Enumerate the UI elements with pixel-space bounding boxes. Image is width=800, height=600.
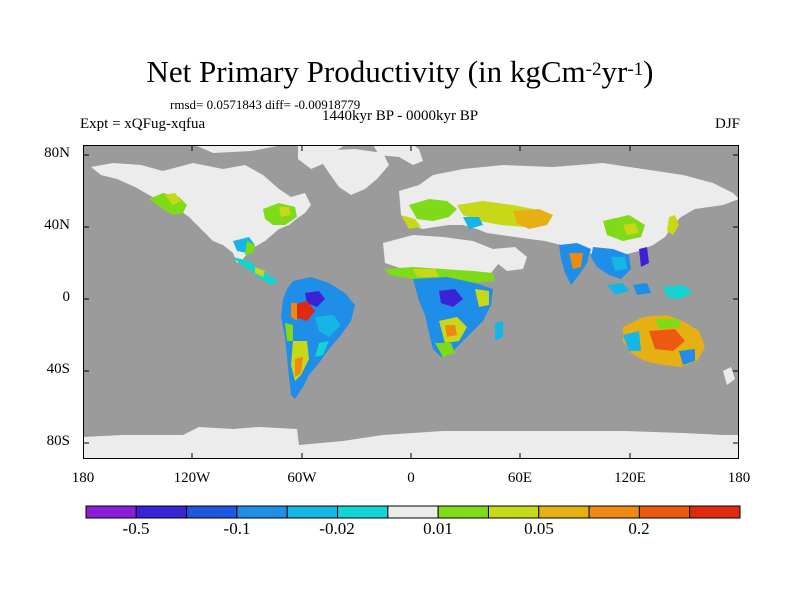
new-zealand (723, 367, 735, 385)
east-asia-yellow (623, 223, 639, 235)
sa-west-green (285, 323, 293, 341)
na-west-yellow (165, 193, 181, 205)
colorbar-swatch (588, 505, 640, 519)
map-title: Net Primary Productivity (in kgCm-2yr-1) (146, 54, 654, 89)
arabia (493, 247, 527, 271)
europe-yellow (401, 215, 421, 229)
colorbar-label: -0.1 (223, 519, 251, 538)
sa-amazon-dark (305, 291, 325, 307)
season-label: DJF (714, 116, 740, 132)
x-tick-label: 60W (287, 470, 317, 486)
colorbar-swatch (538, 505, 590, 519)
europe-green (409, 199, 457, 221)
y-tick-label: 0 (62, 289, 71, 305)
colorbar-label: 0.01 (423, 519, 453, 538)
central-asia-orange (513, 209, 553, 229)
colorbar-swatch (337, 505, 389, 519)
australia-red (649, 329, 685, 351)
x-tick-label: 180 (71, 470, 95, 486)
sa-amazon-red (293, 301, 315, 321)
x-tick-label: 0 (407, 470, 415, 486)
sa-cyan-band (315, 315, 341, 337)
colorbar (85, 505, 741, 519)
greenland (315, 149, 389, 195)
sa-amazon-orange (291, 303, 297, 321)
y-tick-label: 80S (46, 433, 70, 449)
colorbar-swatch (437, 505, 489, 519)
y-tick-label: 80N (44, 145, 70, 161)
japan (667, 215, 679, 235)
central-america-yellow (255, 267, 265, 277)
africa-congo-dark (439, 289, 463, 307)
experiment-label: Expt = xQFug-xqfua (80, 116, 206, 132)
australia-west-cyan (623, 331, 641, 351)
indonesia-2 (633, 283, 651, 295)
colorbar-label: -0.02 (319, 519, 355, 538)
colorbar-swatch (135, 505, 188, 519)
indonesia-1 (607, 283, 629, 295)
y-tick-label: 40S (46, 361, 70, 377)
africa-central (413, 277, 493, 357)
rmsd-diff-stats: rmsd= 0.0571843 diff= -0.00918779 (170, 97, 361, 112)
colorbar-swatch (286, 505, 339, 519)
y-tick-label: 40N (44, 217, 70, 233)
x-tick-label: 120E (614, 470, 646, 486)
madagascar (495, 321, 503, 341)
philippines (639, 247, 649, 267)
arctic-islands (195, 145, 423, 169)
colorbar-swatch (487, 505, 540, 519)
africa-sahel-yellow (413, 269, 439, 277)
east-asia-green (603, 215, 645, 241)
asia-cyan-band (463, 217, 483, 229)
colorbar-swatch (85, 505, 137, 519)
africa-east-yellow (475, 289, 489, 307)
india-orange (569, 253, 583, 269)
x-tick-label: 60E (507, 470, 533, 486)
colorbar-swatch (689, 505, 741, 519)
eurasia (399, 163, 739, 257)
africa-cape-green (435, 343, 455, 357)
australia-north-green (655, 319, 681, 329)
na-east-yellow (279, 207, 291, 217)
colorbar-swatch (186, 505, 238, 519)
colorbar-label: -0.5 (122, 519, 150, 538)
world-map (83, 145, 739, 459)
australia-se-blue (679, 349, 695, 365)
sa-south-orange (295, 357, 303, 377)
colorbar-swatch (387, 505, 439, 519)
africa-south-orange (445, 325, 457, 337)
colorbar-label: 0.05 (524, 519, 554, 538)
new-guinea (663, 285, 693, 299)
x-tick-label: 120W (173, 470, 211, 486)
sa-cyan-coast (315, 341, 329, 357)
africa-sahara (383, 235, 499, 273)
x-tick-label: 180 (727, 470, 751, 486)
africa-sahel-green (385, 267, 495, 283)
se-asia (591, 247, 631, 279)
colorbar-swatch (236, 505, 288, 519)
time-period-label: 1440kyr BP - 0000kyr BP (322, 108, 479, 124)
colorbar-swatch (638, 505, 691, 519)
se-asia-cyan (611, 257, 627, 271)
colorbar-label: 0.2 (628, 519, 650, 538)
antarctica (83, 427, 739, 459)
na-southeast-green (245, 241, 255, 255)
north-america (91, 163, 311, 263)
